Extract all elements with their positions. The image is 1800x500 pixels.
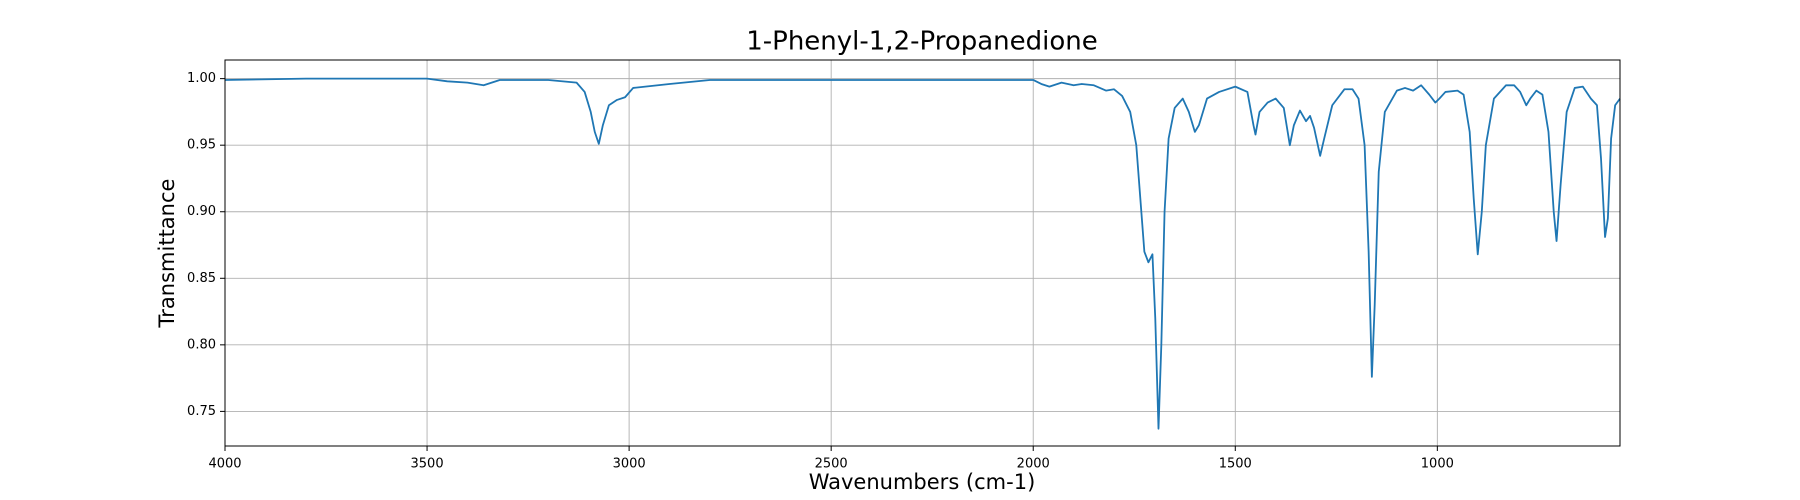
x-tick-label: 2500 [815,457,848,472]
x-tick-label: 2000 [1017,457,1050,472]
y-tick-label: 0.85 [187,271,216,286]
x-tick-label: 3000 [613,457,646,472]
plot-frame [224,59,1621,447]
y-tick-label: 0.80 [187,337,216,352]
y-tick-label: 1.00 [187,71,216,86]
data-layer [224,77,1621,430]
y-tick-label: 0.95 [187,138,216,153]
y-tick-label: 0.90 [187,204,216,219]
x-tick-label: 1000 [1421,457,1454,472]
x-tick-label: 4000 [208,457,241,472]
y-axis-label: Transmittance [155,179,179,329]
x-axis-label: Wavenumbers (cm-1) [809,470,1036,494]
x-tick-label: 1500 [1219,457,1252,472]
chart-title: 1-Phenyl-1,2-Propanedione [746,27,1098,57]
grid-layer [224,60,1620,446]
x-tick-label: 3500 [411,457,444,472]
y-tick-label: 0.75 [187,404,216,419]
spectrum-line [224,77,1621,430]
